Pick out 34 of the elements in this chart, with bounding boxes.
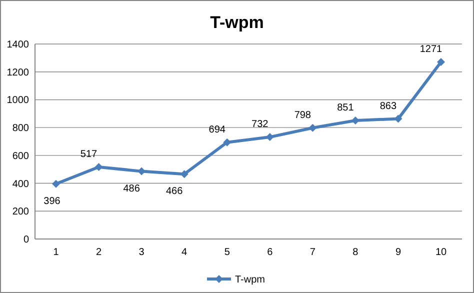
x-tick-label: 1 [53, 247, 60, 258]
point [94, 162, 103, 171]
point [437, 58, 445, 66]
y-tick-label: 400 [12, 178, 30, 190]
y-tick-label: 1200 [6, 67, 30, 78]
legend-label: T-wpm [235, 274, 265, 286]
data-label: 851 [337, 102, 354, 114]
y-tick-label: 0 [23, 234, 30, 246]
x-tick-label: 5 [224, 247, 230, 258]
x-tick-label: 8 [352, 247, 359, 258]
y-tick-label: 200 [12, 206, 30, 218]
data-label: 732 [252, 119, 269, 130]
x-tick-label: 9 [395, 247, 402, 258]
x-tick-label: 10 [435, 247, 447, 258]
y-tick-label: 1400 [6, 40, 30, 50]
x-tick-label: 6 [267, 247, 274, 258]
y-tick-label: 600 [12, 150, 30, 162]
x-tick-label: 4 [182, 247, 188, 258]
y-tick-label: 1000 [6, 95, 30, 106]
y-tick-label: 800 [12, 123, 30, 134]
x-tick-label: 2 [96, 247, 102, 258]
data-label: 694 [208, 124, 226, 136]
point [308, 124, 317, 132]
data-label: 798 [294, 110, 312, 121]
data-label: 486 [123, 183, 140, 194]
data-label: 863 [380, 100, 397, 112]
data-label: 1271 [420, 44, 443, 55]
x-tick-label: 3 [138, 247, 145, 258]
point [52, 180, 60, 188]
data-label: 396 [44, 196, 61, 207]
chart-title: T-wpm [210, 13, 264, 32]
data-label: 517 [80, 148, 98, 160]
x-tick-label: 7 [310, 247, 316, 258]
data-label: 466 [166, 186, 184, 198]
